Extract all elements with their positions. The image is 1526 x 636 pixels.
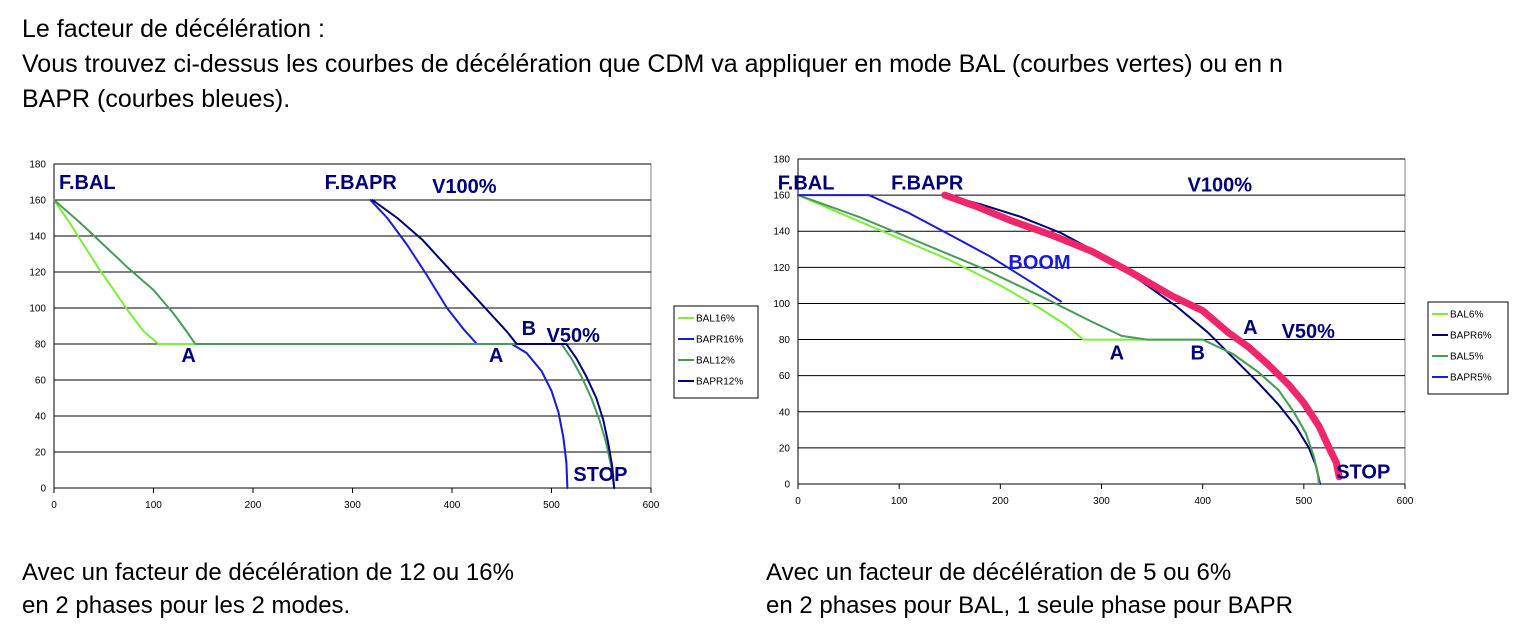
annotation-a: A: [1243, 317, 1257, 339]
y-tick-label: 160: [29, 196, 46, 207]
legend-label: BAPR6%: [1450, 331, 1492, 342]
annotation-stop: STOP: [573, 464, 627, 486]
y-tick-label: 180: [773, 155, 790, 166]
intro-text: Le facteur de décélération : Vous trouve…: [22, 12, 1283, 117]
y-tick-label: 40: [35, 412, 47, 423]
x-tick-label: 400: [444, 500, 461, 511]
x-tick-label: 200: [992, 496, 1009, 507]
annotation-v50: V50%: [547, 325, 601, 347]
y-tick-label: 20: [35, 448, 47, 459]
y-tick-label: 60: [779, 371, 791, 382]
x-tick-label: 300: [344, 500, 361, 511]
y-tick-label: 140: [29, 232, 46, 243]
y-tick-label: 100: [29, 304, 46, 315]
legend-box: [1427, 301, 1509, 395]
caption-right: Avec un facteur de décélération de 5 ou …: [766, 556, 1293, 622]
plot-area: [53, 163, 652, 489]
legend-label: BAPR16%: [696, 335, 743, 346]
y-tick-label: 40: [779, 407, 791, 418]
series-bal12pct: [53, 199, 616, 489]
y-tick-label: 180: [29, 160, 46, 171]
annotation-v50: V50%: [1282, 321, 1336, 343]
annotation-v100: V100%: [1187, 175, 1252, 197]
highlight-curve: [941, 191, 1343, 481]
y-tick-label: 20: [779, 443, 791, 454]
x-tick-label: 100: [145, 500, 162, 511]
legend-label: BAPR12%: [696, 377, 743, 388]
chart-left: 0 20 40 60 80 100 120 140 160 180 0 100 200 300 400 500…: [29, 160, 759, 511]
intro-line-2: BAPR (courbes bleues).: [22, 85, 291, 113]
legend-label: BAL5%: [1450, 352, 1483, 363]
caption-left-line-1: Avec un facteur de décélération de 12 ou…: [22, 559, 514, 586]
chart-right: 0 20 40 60 80 100 120 140 160 180 0 100 200 300 400 500…: [773, 155, 1509, 507]
series-bal5pct: [797, 194, 1320, 485]
annotation-stop: STOP: [1336, 462, 1390, 484]
y-tick-label: 0: [784, 480, 790, 491]
y-tick-label: 120: [773, 263, 790, 274]
caption-left-line-2: en 2 phases pour les 2 modes.: [22, 592, 351, 619]
x-tick-label: 600: [1397, 496, 1414, 507]
y-tick-label: 80: [35, 340, 47, 351]
x-tick-label: 0: [51, 500, 57, 511]
series-bapr6pct: [943, 194, 1321, 485]
x-tick-label: 0: [795, 496, 801, 507]
annotation-a: A: [489, 345, 503, 367]
caption-right-line-1: Avec un facteur de décélération de 5 ou …: [766, 559, 1232, 586]
caption-left: Avec un facteur de décélération de 12 ou…: [22, 556, 514, 622]
intro-line-1: Vous trouvez ci-dessus les courbes de dé…: [22, 50, 1283, 78]
annotation-b: B: [1191, 342, 1205, 364]
annotation-fbal: F.BAL: [778, 173, 835, 195]
legend-label: BAL6%: [1450, 310, 1483, 321]
x-tick-label: 200: [245, 500, 262, 511]
x-tick-label: 400: [1194, 496, 1211, 507]
x-tick-label: 500: [543, 500, 560, 511]
annotation-a: A: [1110, 342, 1124, 364]
y-tick-label: 160: [773, 191, 790, 202]
x-tick-label: 100: [891, 496, 908, 507]
series-bapr5pct: [797, 194, 1062, 303]
x-tick-label: 600: [643, 500, 660, 511]
annotation-boom: BOOM: [1008, 252, 1070, 274]
caption-right-line-2: en 2 phases pour BAL, 1 seule phase pour…: [766, 592, 1294, 619]
annotation-fbal: F.BAL: [59, 172, 116, 194]
y-tick-label: 140: [773, 227, 790, 238]
annotation-fbapr: F.BAPR: [891, 173, 964, 195]
annotation-b: B: [522, 318, 536, 340]
annotation-a: A: [181, 345, 195, 367]
series-bapr12pct: [371, 199, 616, 489]
annotation-fbapr: F.BAPR: [325, 172, 398, 194]
intro-heading: Le facteur de décélération :: [22, 15, 325, 43]
x-tick-label: 500: [1295, 496, 1312, 507]
y-tick-label: 80: [779, 335, 791, 346]
legend-label: BAPR5%: [1450, 373, 1492, 384]
y-tick-label: 60: [35, 376, 47, 387]
legend-box: [673, 305, 759, 399]
y-tick-label: 100: [773, 299, 790, 310]
annotation-v100: V100%: [432, 176, 497, 198]
legend-label: BAL12%: [696, 356, 735, 367]
legend-label: BAL16%: [696, 314, 735, 325]
y-tick-label: 120: [29, 268, 46, 279]
x-tick-label: 300: [1093, 496, 1110, 507]
y-tick-label: 0: [40, 484, 46, 495]
